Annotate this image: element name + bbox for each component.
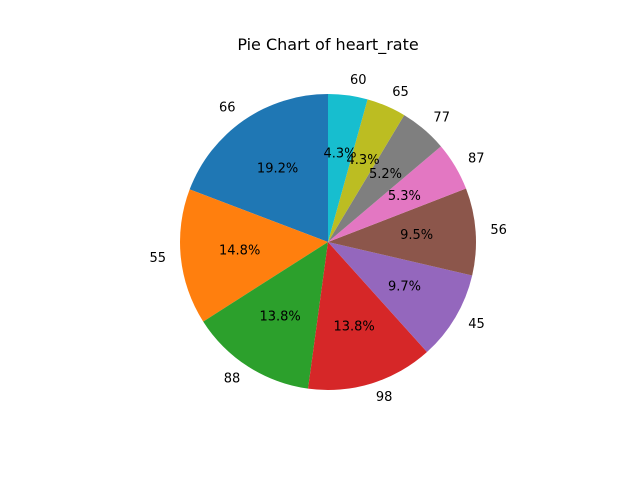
pie-slices [180,94,476,391]
percent-label-66: 19.2% [257,161,298,176]
pie-slice-98 [308,242,427,391]
chart-title: Pie Chart of heart_rate [237,35,418,55]
pie-slice-88 [203,242,328,389]
percent-label-88: 13.8% [259,309,300,324]
percent-label-77: 5.2% [369,167,402,182]
percent-label-65: 4.3% [347,153,380,168]
slice-label-88: 88 [224,372,241,387]
pie-slice-65 [328,99,405,242]
percent-label-45: 9.7% [388,280,421,295]
percent-label-98: 13.8% [333,319,374,334]
slice-label-98: 98 [376,390,393,405]
pie-slice-66 [189,94,328,242]
slice-label-87: 87 [468,151,485,166]
slice-label-55: 55 [150,251,167,266]
pie-slice-60 [328,94,368,242]
percent-label-60: 4.3% [323,147,356,162]
percent-label-87: 5.3% [388,189,421,204]
pie-slice-87 [328,146,467,242]
pie-slice-55 [180,189,328,322]
percent-labels: 19.2%14.8%13.8%13.8%9.7%9.5%5.3%5.2%4.3%… [219,147,433,335]
percent-label-55: 14.8% [219,244,260,259]
slice-label-45: 45 [468,317,485,332]
slice-label-66: 66 [219,100,236,115]
slice-label-65: 65 [392,85,409,100]
slice-label-60: 60 [350,73,367,88]
slice-label-77: 77 [433,110,450,125]
slice-labels: 66 55 88 98 45 56 87 77 65 60 [150,73,507,405]
pie-slice-45 [328,242,473,353]
percent-label-56: 9.5% [400,228,433,243]
pie-slice-56 [328,188,476,276]
pie-slice-77 [328,115,441,242]
slice-label-56: 56 [490,223,507,238]
